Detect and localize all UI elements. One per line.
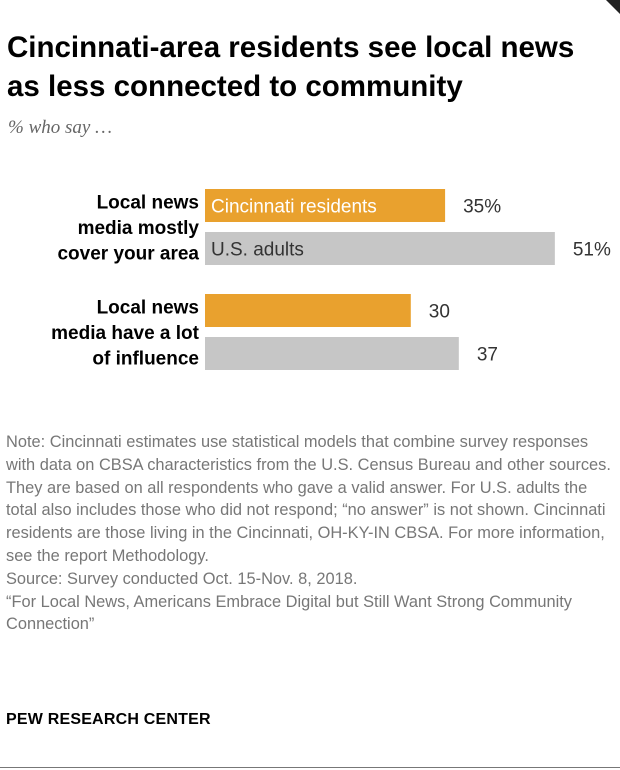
legend-label: U.S. adults — [211, 240, 304, 261]
category-label: Local news — [97, 298, 199, 319]
corner-mark — [606, 0, 620, 14]
category-label: cover your area — [57, 244, 199, 265]
value-label: 30 — [429, 302, 450, 323]
chart-notes: Note: Cincinnati estimates use statistic… — [6, 431, 612, 636]
bar-chart: Local news media mostly cover your area Cin… — [51, 189, 611, 370]
bottom-rule — [0, 767, 620, 768]
chart-subtitle: % who say … — [8, 117, 112, 138]
category-label: Local news — [97, 193, 199, 214]
bar-us-adults — [205, 232, 555, 265]
bar-us-adults — [205, 337, 459, 370]
category-label: media have a lot — [51, 323, 200, 344]
note-text: Note: Cincinnati estimates use statistic… — [6, 433, 611, 565]
category-label: of influence — [92, 349, 199, 370]
value-label: 37 — [477, 345, 498, 366]
value-label: 51% — [573, 240, 611, 261]
value-label: 35% — [463, 197, 501, 218]
bar-cincinnati — [205, 294, 411, 327]
organization-name: PEW RESEARCH CENTER — [6, 711, 211, 728]
chart-title: Cincinnati-area residents see local news… — [7, 31, 575, 103]
bar-cincinnati — [205, 189, 446, 222]
category-label: media mostly — [78, 218, 200, 239]
report-title: “For Local News, Americans Embrace Digit… — [6, 592, 572, 634]
source-text: Source: Survey conducted Oct. 15-Nov. 8,… — [6, 569, 358, 588]
legend-label: Cincinnati residents — [211, 197, 377, 218]
